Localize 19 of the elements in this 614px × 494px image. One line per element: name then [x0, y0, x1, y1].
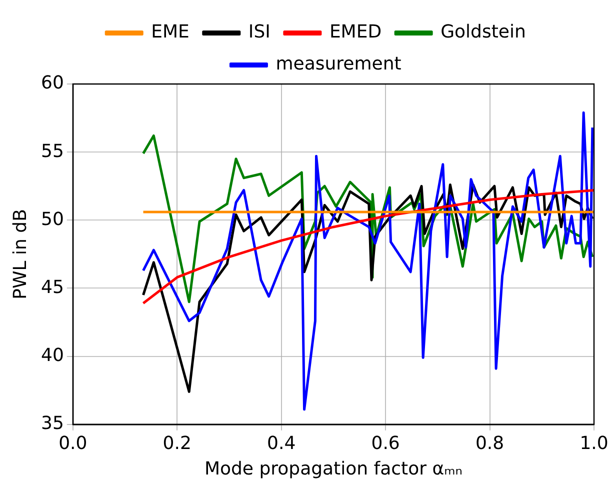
- x-tick-label: 1.0: [580, 432, 608, 454]
- x-tick-label: 0.8: [475, 432, 504, 454]
- legend-label: measurement: [276, 54, 402, 75]
- legend-label: EMED: [329, 22, 382, 43]
- y-tick-label: 40: [41, 344, 64, 366]
- y-axis-title: PWL in dB: [10, 209, 31, 300]
- y-tick-label: 35: [41, 413, 64, 434]
- y-tick-label: 45: [41, 276, 64, 298]
- x-tick-label: 0.0: [58, 432, 88, 454]
- x-tick-label: 0.4: [267, 432, 296, 454]
- legend-label: Goldstein: [440, 22, 526, 43]
- x-tick-label: 0.6: [371, 432, 400, 454]
- y-tick-label: 60: [41, 72, 64, 94]
- legend-label: EME: [151, 22, 190, 43]
- y-tick-label: 55: [41, 140, 64, 162]
- y-tick-label: 50: [41, 208, 64, 230]
- x-tick-label: 0.2: [162, 432, 192, 454]
- x-axis-title: Mode propagation factor αₘₙ: [204, 458, 462, 480]
- legend-label: ISI: [248, 22, 270, 43]
